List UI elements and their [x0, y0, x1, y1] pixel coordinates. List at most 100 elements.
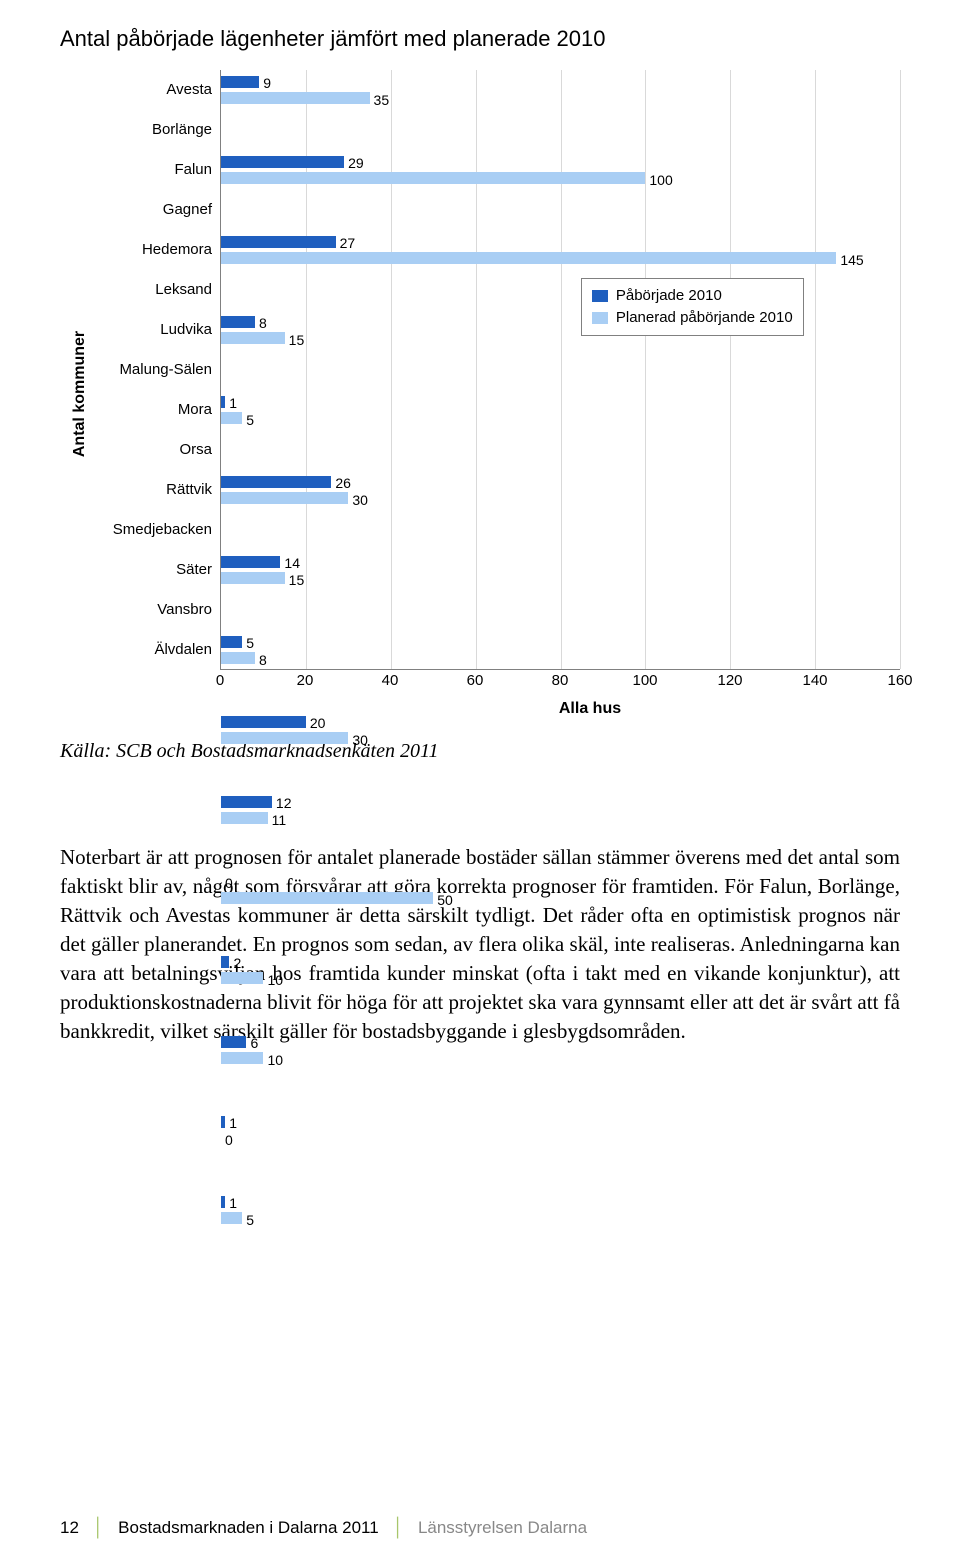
x-tick-label: 60	[467, 672, 484, 689]
x-tick-label: 160	[887, 672, 912, 689]
bar-pabjorade: 12	[221, 796, 272, 808]
legend-swatch	[592, 312, 608, 324]
bar-pabjorade: 2	[221, 956, 229, 968]
bar-planerad: 10	[221, 972, 263, 984]
bar-row: 2 10	[221, 950, 900, 990]
category-label: Säter	[100, 550, 220, 590]
chart-title: Antal påbörjade lägenheter jämfört med p…	[60, 26, 900, 52]
bar-value: 8	[259, 652, 267, 668]
plot-area: Påbörjade 2010Planerad påbörjande 2010 9…	[220, 70, 900, 670]
bar-planerad: 15	[221, 332, 285, 344]
bar-row: 2630	[221, 470, 900, 510]
bar-pabjorade: 29	[221, 156, 344, 168]
bar-pabjorade: 8	[221, 316, 255, 328]
bar-row: 29100	[221, 150, 900, 190]
bar-value: 50	[437, 892, 453, 908]
bar-row: 935	[221, 70, 900, 110]
bar-value: 9	[263, 75, 271, 91]
footer-title-2: Länsstyrelsen Dalarna	[418, 1518, 587, 1538]
page-number: 12	[60, 1518, 79, 1538]
x-tick-label: 80	[552, 672, 569, 689]
bar-row: 15	[221, 390, 900, 430]
bar-pabjorade: 27	[221, 236, 336, 248]
bar-pabjorade: 14	[221, 556, 280, 568]
footer-separator-2: │	[389, 1517, 408, 1538]
category-label: Älvdalen	[100, 630, 220, 670]
bar-value: 26	[335, 475, 351, 491]
bar-planerad: 35	[221, 92, 370, 104]
bar-value: 1	[229, 1115, 237, 1131]
y-axis-label: Antal kommuner	[71, 331, 89, 457]
bar-planerad: 11	[221, 812, 268, 824]
bar-value: 15	[289, 332, 305, 348]
bar-row: 10	[221, 1110, 900, 1150]
bar-value: 35	[374, 92, 390, 108]
category-label: Leksand	[100, 270, 220, 310]
bar-value: 100	[649, 172, 672, 188]
category-label: Vansbro	[100, 590, 220, 630]
category-label: Gagnef	[100, 190, 220, 230]
bar-planerad: 10	[221, 1052, 263, 1064]
bar-pabjorade: 6	[221, 1036, 246, 1048]
category-label: Avesta	[100, 70, 220, 110]
bar-row: 050	[221, 870, 900, 910]
bar-value: 15	[289, 572, 305, 588]
bar-value: 145	[840, 252, 863, 268]
legend: Påbörjade 2010Planerad påbörjande 2010	[581, 278, 804, 336]
bar-planerad: 100	[221, 172, 645, 184]
bar-pabjorade: 9	[221, 76, 259, 88]
bar-planerad: 50	[221, 892, 433, 904]
bar-pabjorade: 26	[221, 476, 331, 488]
bar-value: 12	[276, 795, 292, 811]
category-label: Borlänge	[100, 110, 220, 150]
bar-planerad: 5	[221, 412, 242, 424]
bar-planerad: 15	[221, 572, 285, 584]
bar-planerad: 30	[221, 492, 348, 504]
bar-pabjorade: 1	[221, 1196, 225, 1208]
bar-planerad: 8	[221, 652, 255, 664]
legend-item: Påbörjade 2010	[592, 285, 793, 307]
bar-value: 5	[246, 412, 254, 428]
bar-value: 5	[246, 1212, 254, 1228]
x-tick-label: 120	[717, 672, 742, 689]
bar-value: 5	[246, 635, 254, 651]
footer: 12 │ Bostadsmarknaden i Dalarna 2011 │ L…	[0, 1517, 960, 1538]
bar-value: 0	[225, 875, 233, 891]
bar-row: 2030	[221, 710, 900, 750]
chart: Antal kommuner AvestaBorlängeFalunGagnef…	[60, 70, 900, 718]
category-label: Falun	[100, 150, 220, 190]
bar-value: 14	[284, 555, 300, 571]
bar-value: 8	[259, 315, 267, 331]
category-label: Mora	[100, 390, 220, 430]
bar-value: 10	[267, 1052, 283, 1068]
y-axis-label-col: Antal kommuner	[60, 70, 100, 718]
category-label: Smedjebacken	[100, 510, 220, 550]
bar-planerad: 145	[221, 252, 836, 264]
category-labels: AvestaBorlängeFalunGagnefHedemoraLeksand…	[100, 70, 220, 670]
bar-pabjorade: 20	[221, 716, 306, 728]
footer-separator-1: │	[89, 1517, 108, 1538]
bar-value: 11	[272, 812, 287, 828]
bar-planerad: 5	[221, 1212, 242, 1224]
bar-row: 6 10	[221, 1030, 900, 1070]
page: Antal påbörjade lägenheter jämfört med p…	[0, 0, 960, 1566]
category-label: Malung-Sälen	[100, 350, 220, 390]
legend-swatch	[592, 290, 608, 302]
bar-pabjorade: 5	[221, 636, 242, 648]
footer-title-1: Bostadsmarknaden i Dalarna 2011	[118, 1518, 379, 1538]
legend-label: Planerad påbörjande 2010	[616, 307, 793, 329]
x-tick-label: 0	[216, 672, 224, 689]
bar-row: 27 145	[221, 230, 900, 270]
bar-pabjorade: 1	[221, 396, 225, 408]
category-label: Orsa	[100, 430, 220, 470]
bar-value: 1	[229, 1195, 237, 1211]
bar-value: 10	[267, 972, 283, 988]
gridline	[900, 70, 901, 669]
x-tick-label: 100	[632, 672, 657, 689]
legend-item: Planerad påbörjande 2010	[592, 307, 793, 329]
bar-value: 30	[352, 732, 368, 748]
category-label: Rättvik	[100, 470, 220, 510]
bar-value: 29	[348, 155, 364, 171]
x-tick-label: 20	[297, 672, 314, 689]
bar-planerad: 30	[221, 732, 348, 744]
